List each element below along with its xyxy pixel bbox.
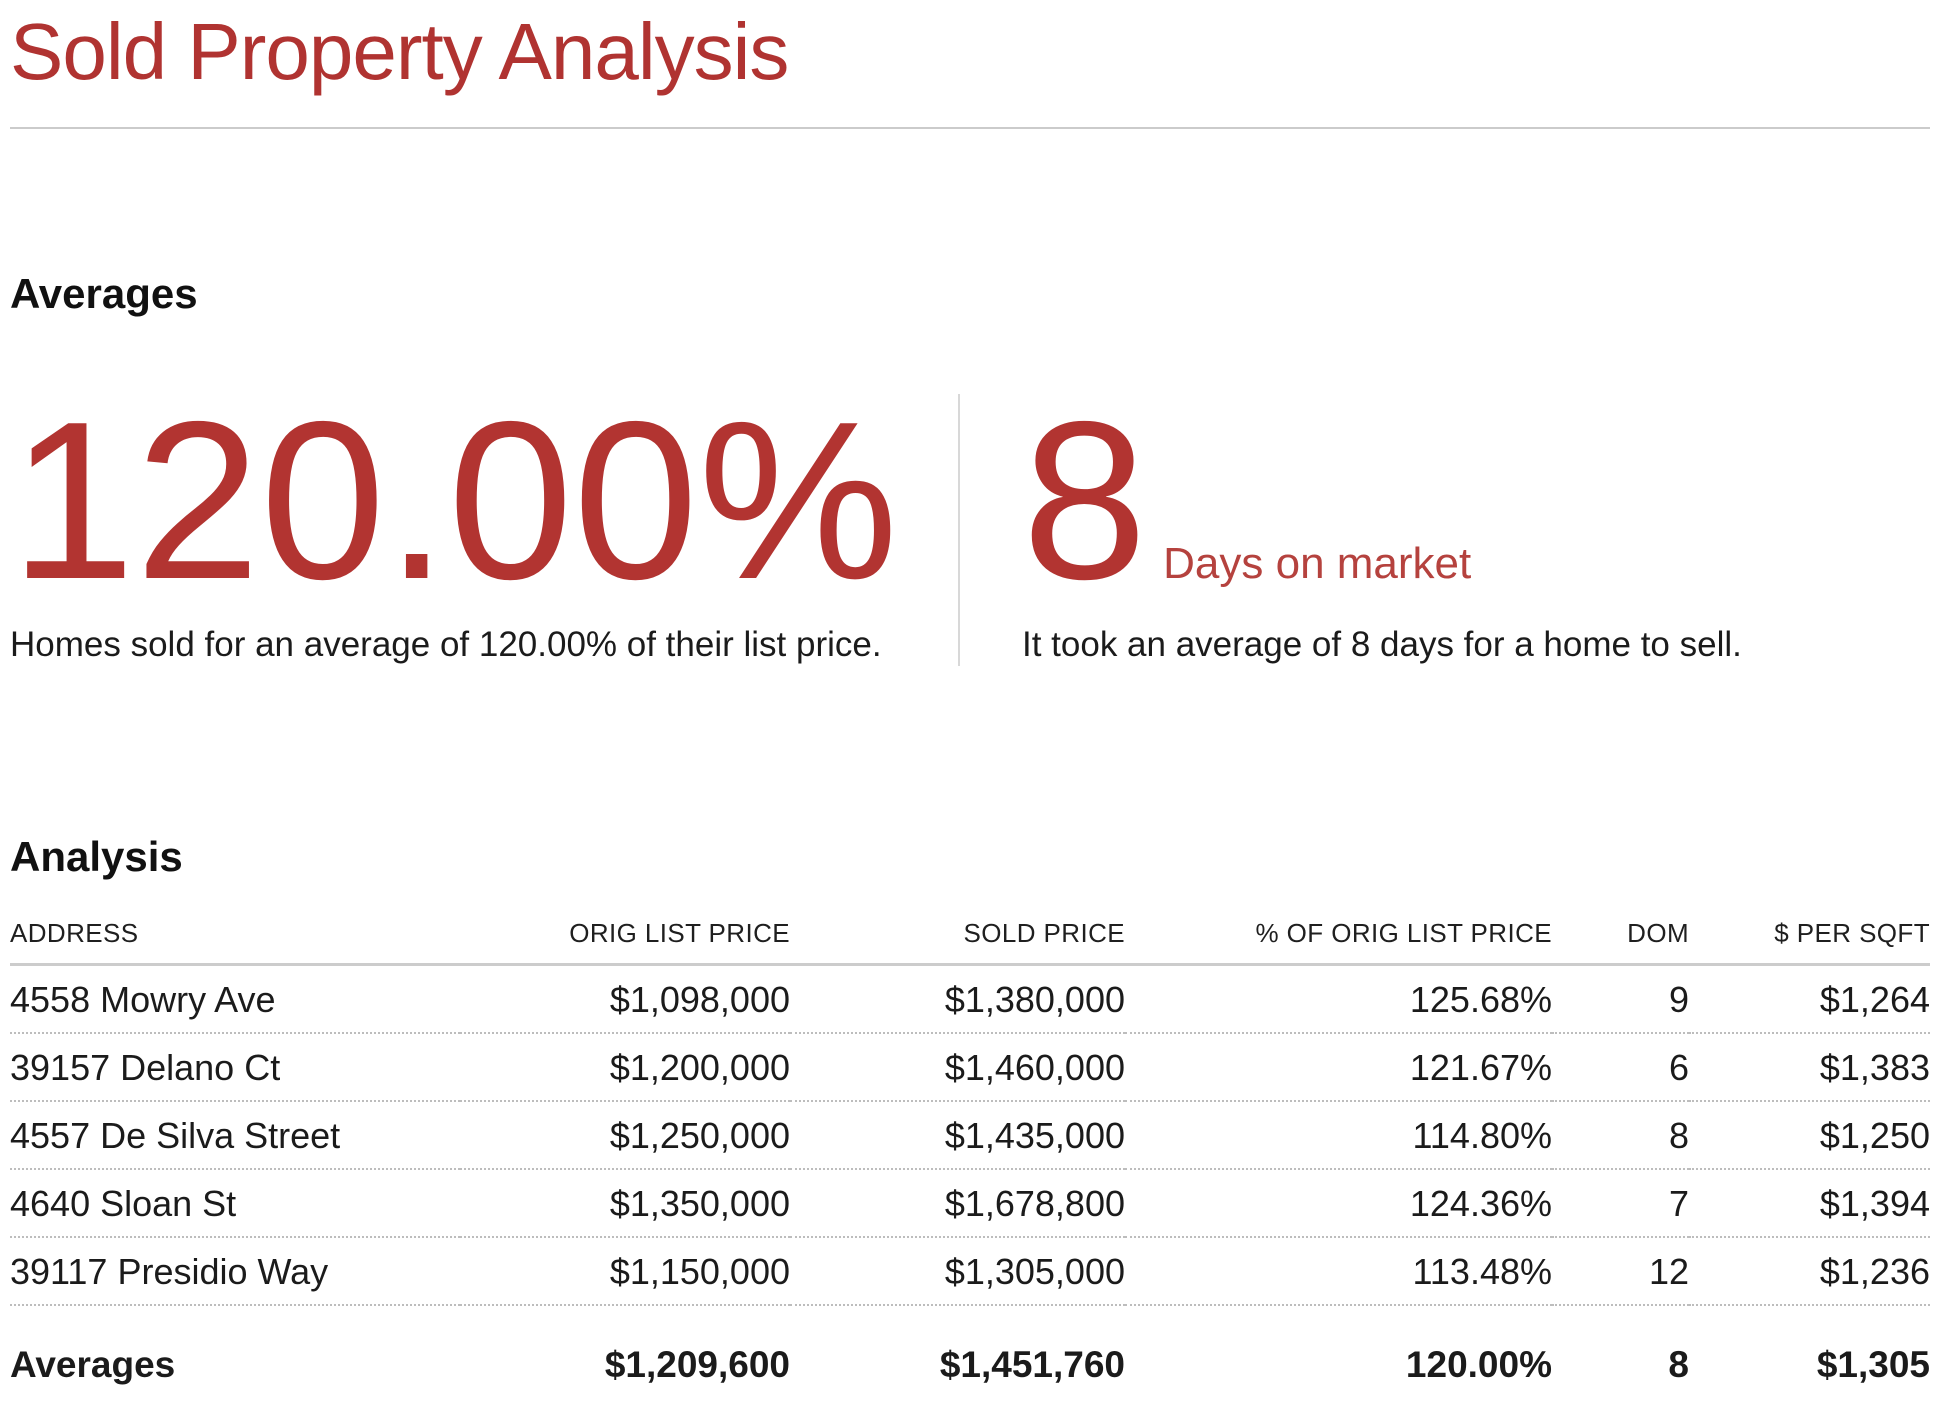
cell-address: 39157 Delano Ct	[10, 1033, 460, 1103]
cell-address: 4558 Mowry Ave	[10, 964, 460, 1035]
cell-dom: 9	[1552, 964, 1689, 1035]
stat-days-on-market: 8 Days on market It took an average of 8 …	[958, 388, 1930, 666]
cell-pct-of-orig-list-price: 124.36%	[1125, 1169, 1552, 1239]
cell-address: 39117 Presidio Way	[10, 1237, 460, 1307]
cell-dom: 7	[1552, 1169, 1689, 1239]
column-header-sold-price: SOLD PRICE	[790, 906, 1125, 967]
cell-pct-of-orig-list-price: 114.80%	[1125, 1101, 1552, 1171]
cell-sold-price: $1,678,800	[790, 1169, 1125, 1239]
table-row: 39157 Delano Ct $1,200,000 $1,460,000 12…	[10, 1033, 1930, 1103]
analysis-table: ADDRESS ORIG LIST PRICE SOLD PRICE % OF …	[10, 906, 1930, 1397]
averages-orig-list-price: $1,209,600	[604, 1344, 790, 1386]
section-heading-averages: Averages	[10, 269, 198, 317]
cell-dom: 8	[1552, 1101, 1689, 1171]
cell-price-per-sqft: $1,236	[1689, 1237, 1930, 1307]
table-row: 4557 De Silva Street $1,250,000 $1,435,0…	[10, 1101, 1930, 1171]
stat-ratio-caption: Homes sold for an average of 120.00% of …	[10, 624, 882, 664]
cell-sold-price: $1,305,000	[790, 1237, 1125, 1307]
stat-dom-value-row: 8 Days on market	[1022, 388, 1930, 613]
averages-pct-of-orig-list-price: 120.00%	[1405, 1344, 1552, 1386]
averages-stats-row: 120.00% Homes sold for an average of 120…	[10, 388, 1930, 666]
cell-orig-list-price: $1,200,000	[460, 1033, 790, 1103]
stat-dom-caption: It took an average of 8 days for a home …	[1022, 624, 1742, 664]
averages-price-per-sqft: $1,305	[1816, 1344, 1930, 1386]
column-header-address: ADDRESS	[10, 906, 460, 967]
averages-sold-price: $1,451,760	[939, 1344, 1125, 1386]
cell-price-per-sqft: $1,250	[1689, 1101, 1930, 1171]
averages-row: Averages $1,209,600 $1,451,760 120.00% 8…	[10, 1305, 1930, 1397]
cell-pct-of-orig-list-price: 113.48%	[1125, 1237, 1552, 1307]
stat-list-to-sold-ratio: 120.00% Homes sold for an average of 120…	[10, 388, 958, 666]
stat-ratio-value: 120.00%	[10, 374, 899, 627]
column-header-dom: DOM	[1552, 906, 1689, 967]
cell-address: 4557 De Silva Street	[10, 1101, 460, 1171]
stat-dom-value: 8	[1022, 374, 1148, 627]
cell-orig-list-price: $1,350,000	[460, 1169, 790, 1239]
cell-address: 4640 Sloan St	[10, 1169, 460, 1239]
cell-price-per-sqft: $1,264	[1689, 964, 1930, 1035]
cell-dom: 12	[1552, 1237, 1689, 1307]
cell-price-per-sqft: $1,394	[1689, 1169, 1930, 1239]
cell-sold-price: $1,435,000	[790, 1101, 1125, 1171]
cell-orig-list-price: $1,098,000	[460, 964, 790, 1035]
stat-dom-unit-label: Days on market	[1163, 539, 1472, 589]
table-header-row: ADDRESS ORIG LIST PRICE SOLD PRICE % OF …	[10, 906, 1930, 967]
table-row: 4558 Mowry Ave $1,098,000 $1,380,000 125…	[10, 964, 1930, 1035]
cell-pct-of-orig-list-price: 121.67%	[1125, 1033, 1552, 1103]
page-title: Sold Property Analysis	[10, 7, 789, 96]
cell-sold-price: $1,380,000	[790, 964, 1125, 1035]
cell-orig-list-price: $1,250,000	[460, 1101, 790, 1171]
table-row: 39117 Presidio Way $1,150,000 $1,305,000…	[10, 1237, 1930, 1307]
stat-ratio-value-row: 120.00%	[10, 388, 958, 613]
averages-label: Averages	[10, 1344, 176, 1386]
column-header-price-per-sqft: $ PER SQFT	[1689, 906, 1930, 967]
section-heading-analysis: Analysis	[10, 832, 183, 880]
cell-price-per-sqft: $1,383	[1689, 1033, 1930, 1103]
table-row: 4640 Sloan St $1,350,000 $1,678,800 124.…	[10, 1169, 1930, 1239]
averages-dom: 8	[1668, 1344, 1689, 1386]
column-header-orig-list-price: ORIG LIST PRICE	[460, 906, 790, 967]
column-header-pct-of-orig-list-price: % OF ORIG LIST PRICE	[1125, 906, 1552, 967]
cell-orig-list-price: $1,150,000	[460, 1237, 790, 1307]
cell-sold-price: $1,460,000	[790, 1033, 1125, 1103]
cell-dom: 6	[1552, 1033, 1689, 1103]
title-divider	[10, 126, 1930, 129]
cell-pct-of-orig-list-price: 125.68%	[1125, 964, 1552, 1035]
